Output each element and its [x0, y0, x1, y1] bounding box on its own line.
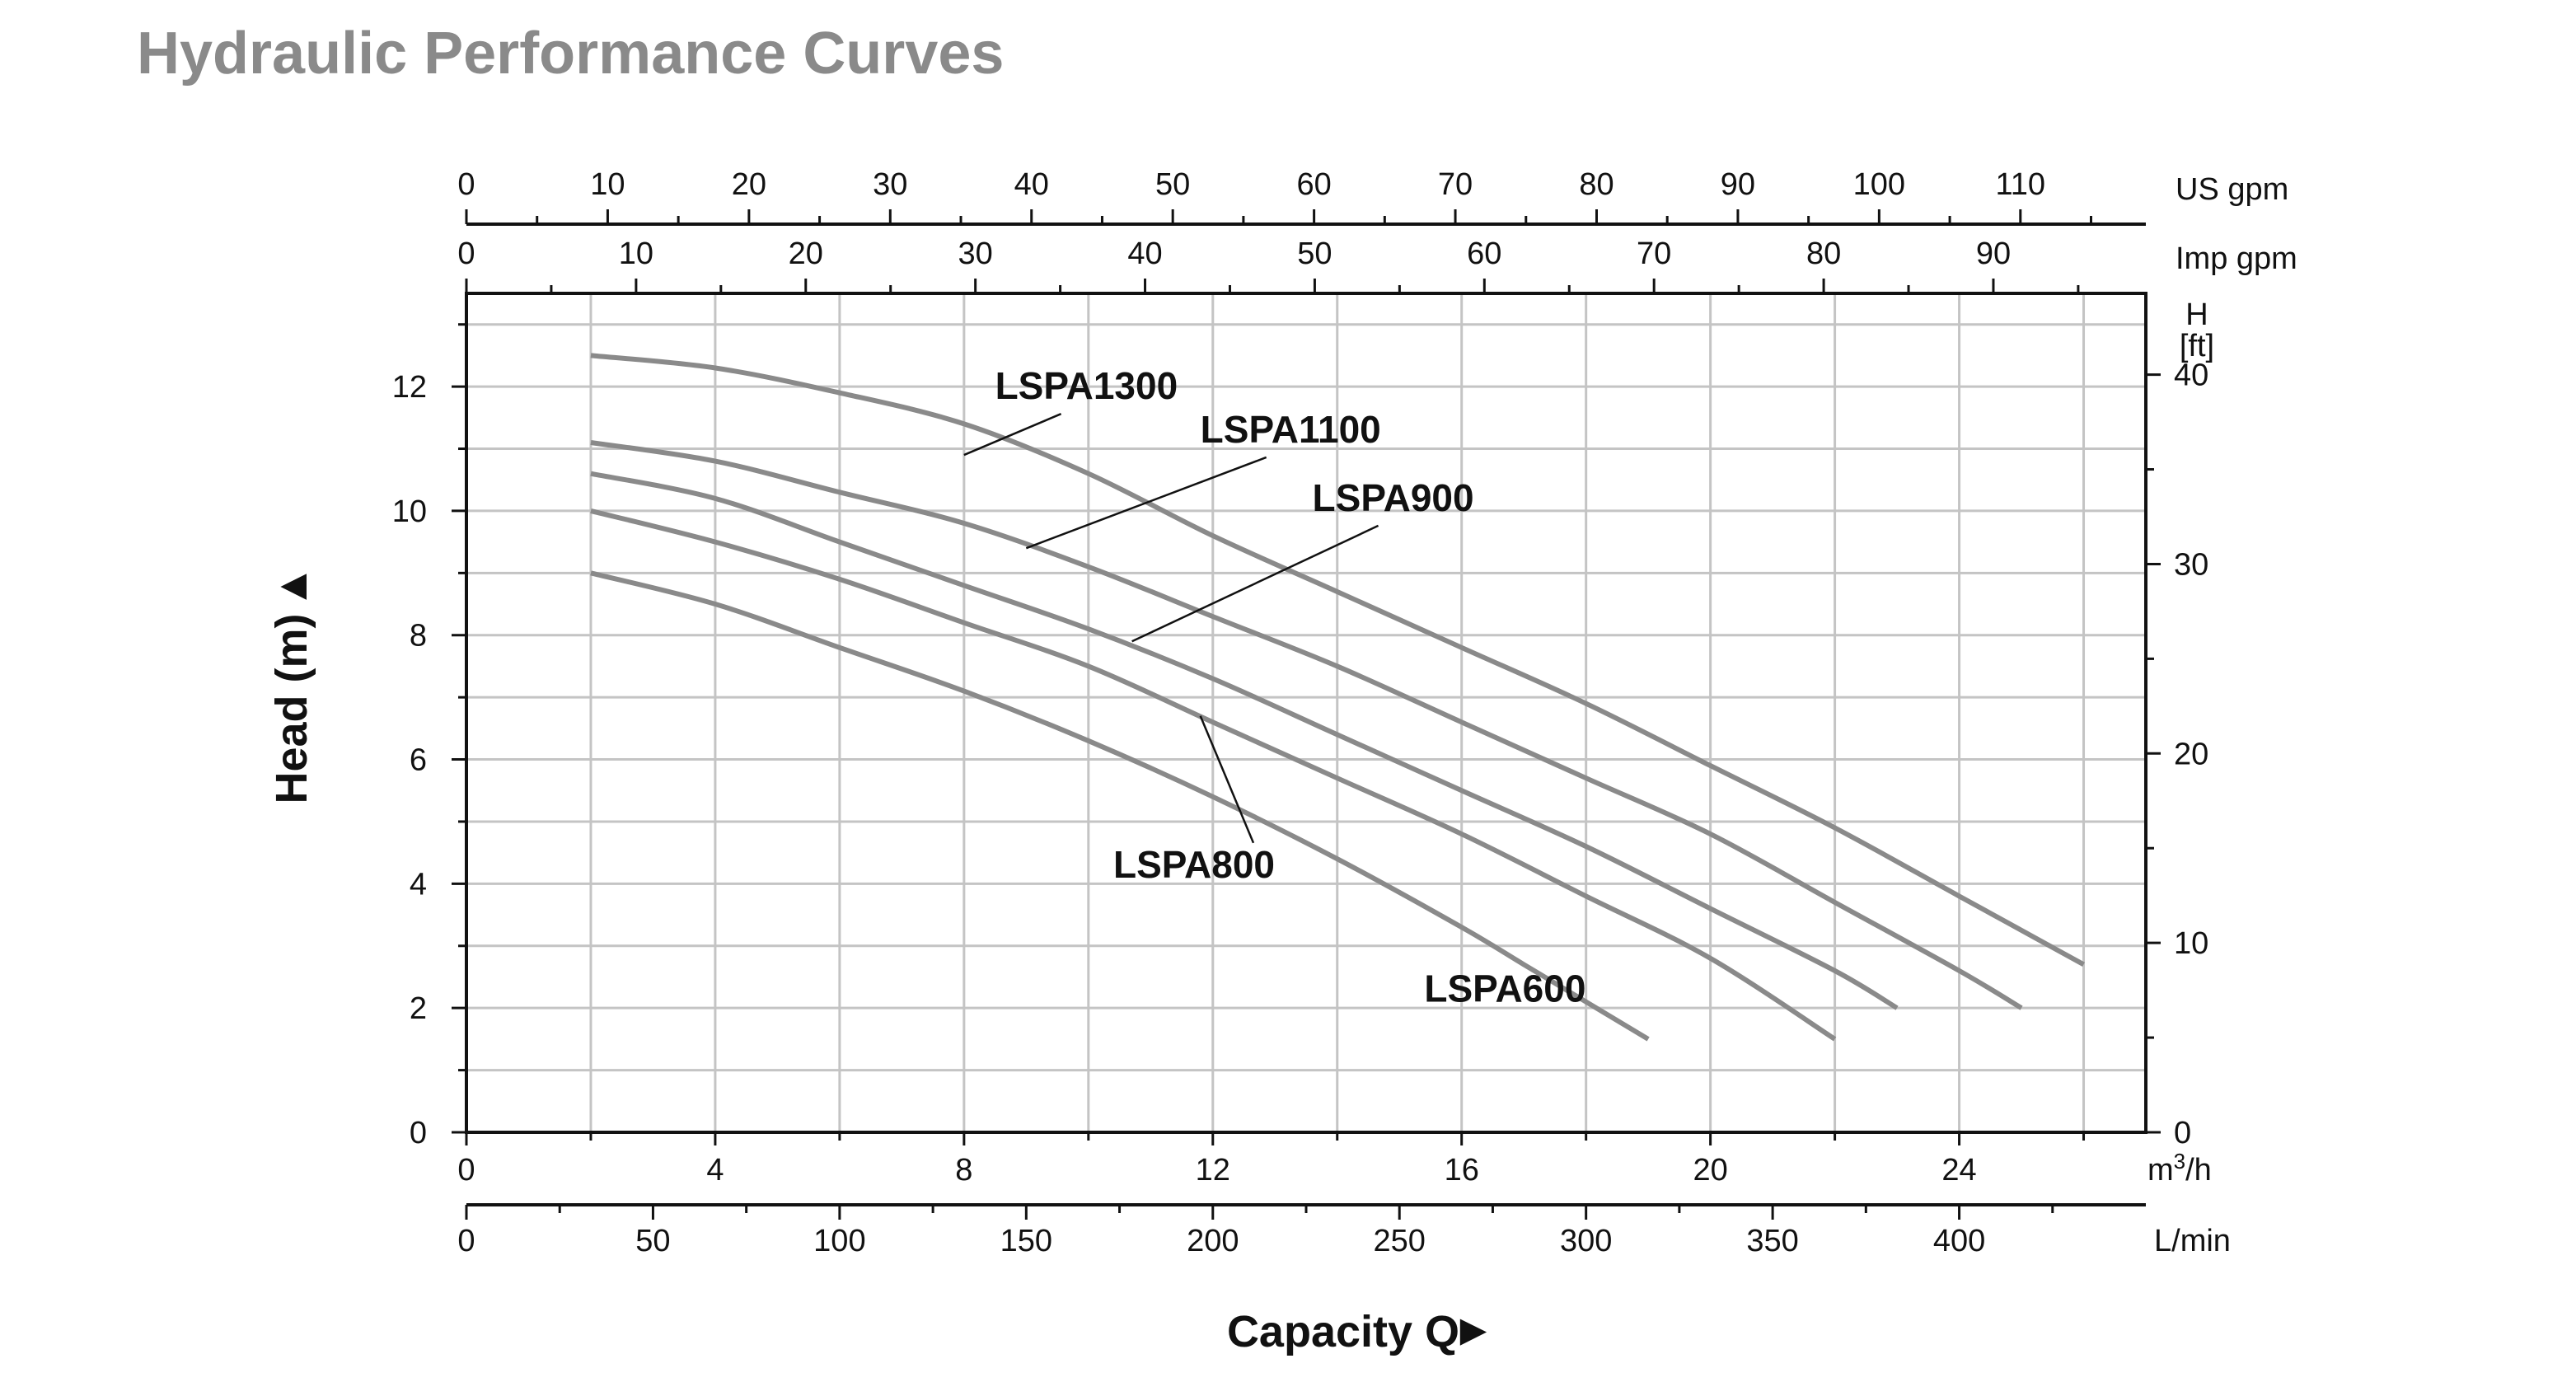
leader-line-lspa900 [1131, 524, 1379, 643]
left-axis-tick-label: 4 [410, 867, 427, 902]
impgpm-axis-tick-label: 30 [958, 237, 993, 271]
usgpm-axis-tick-label: 10 [590, 167, 625, 202]
impgpm-axis-tick-label: 70 [1637, 237, 1671, 271]
usgpm-axis-tick-label: 80 [1579, 167, 1614, 202]
grid-layer [465, 293, 2146, 1132]
usgpm-axis-tick-label: 50 [1155, 167, 1190, 202]
plot-frame [465, 292, 2147, 1134]
bottom-axis-tick-label: 20 [1693, 1153, 1727, 1188]
usgpm-axis-tick-label: 0 [457, 167, 475, 202]
lmin-axis-tick-label: 400 [1933, 1224, 1985, 1258]
lmin-axis-tick-label: 350 [1746, 1224, 1798, 1258]
usgpm-axis-tick-label: 100 [1853, 167, 1905, 202]
left-axis-tick-label: 2 [410, 991, 427, 1026]
left-axis-tick-label: 0 [410, 1116, 427, 1150]
label-layer: LSPA1300 LSPA1100 LSPA900 LSPA800 LSPA600 [963, 364, 1585, 1010]
curve-lspa1100 [590, 440, 2023, 1010]
left-axis-tick-label: 10 [392, 494, 427, 529]
impgpm-axis-tick-label: 40 [1127, 237, 1162, 271]
right-axis-tick-label: 40 [2174, 358, 2208, 393]
usgpm-axis-tick-label: 110 [1995, 167, 2045, 202]
leader-line-lspa1300 [963, 413, 1062, 457]
curve-lspa800 [590, 508, 1837, 1042]
right-axis-tick-label: 30 [2174, 547, 2208, 582]
x-axis-arrow-icon: ► [1451, 1305, 1495, 1355]
usgpm-axis-tick-label: 70 [1438, 167, 1473, 202]
impgpm-axis-tick-label: 10 [619, 237, 653, 271]
curve-label-lspa900: LSPA900 [1313, 476, 1474, 519]
usgpm-axis-tick-label: 40 [1014, 167, 1049, 202]
bottom-axis-unit-m3h: m3/h [2147, 1149, 2212, 1188]
left-axis-tick-label: 6 [410, 743, 427, 778]
lmin-axis-tick-label: 0 [457, 1224, 475, 1258]
usgpm-axis-tick-label: 30 [873, 167, 907, 202]
curve-label-lspa600: LSPA600 [1424, 967, 1585, 1010]
usgpm-axis-unit: US gpm [2176, 172, 2288, 207]
bottom-axis-tick-label: 0 [457, 1153, 475, 1188]
bottom-axis-tick-label: 8 [955, 1153, 972, 1188]
impgpm-axis-tick-label: 20 [789, 237, 823, 271]
lmin-axis-tick-label: 150 [1000, 1224, 1052, 1258]
bottom-axis-tick-label: 24 [1941, 1153, 1976, 1188]
curve-lspa1300 [590, 353, 2085, 967]
leader-line-lspa800 [1199, 715, 1255, 844]
lmin-axis-tick-label: 50 [635, 1224, 670, 1258]
curve-layer [590, 353, 2085, 1042]
lmin-axis-tick-label: 100 [813, 1224, 865, 1258]
right-axis-unit-ft: [ft] [2180, 329, 2214, 363]
lmin-axis-unit: L/min [2154, 1224, 2231, 1258]
impgpm-axis-tick-label: 50 [1297, 237, 1332, 271]
bottom-axis-tick-label: 4 [706, 1153, 724, 1188]
right-axis-tick-label: 0 [2174, 1116, 2191, 1150]
leader-line-lspa1100 [1025, 456, 1267, 550]
bottom-axis-tick-label: 12 [1196, 1153, 1230, 1188]
right-axis-unit-h: H [2185, 297, 2208, 332]
curve-label-lspa800: LSPA800 [1113, 843, 1275, 886]
lmin-axis-tick-label: 200 [1187, 1224, 1239, 1258]
impgpm-axis-tick-label: 80 [1806, 237, 1841, 271]
usgpm-axis-tick-label: 60 [1296, 167, 1331, 202]
curve-label-lspa1100: LSPA1100 [1201, 408, 1381, 451]
page-title: Hydraulic Performance Curves [137, 21, 1005, 87]
x-axis-title: Capacity Q [1227, 1307, 1459, 1356]
impgpm-axis-unit: Imp gpm [2176, 241, 2297, 276]
y-axis-arrow-icon: ▲ [267, 565, 316, 608]
curve-label-lspa1300: LSPA1300 [995, 364, 1178, 407]
y-axis-title: Head (m) [267, 613, 316, 803]
lmin-axis-tick-label: 300 [1560, 1224, 1612, 1258]
left-axis-tick-label: 8 [410, 619, 427, 654]
usgpm-axis-tick-label: 20 [732, 167, 766, 202]
curve-lspa900 [590, 471, 1899, 1010]
curve-lspa600 [590, 570, 1650, 1042]
right-axis-tick-label: 20 [2174, 737, 2208, 771]
usgpm-axis-tick-label: 90 [1721, 167, 1755, 202]
right-axis-tick-label: 10 [2174, 926, 2208, 961]
impgpm-axis-tick-label: 60 [1467, 237, 1501, 271]
left-axis-tick-label: 12 [392, 370, 427, 405]
lmin-axis-tick-label: 250 [1374, 1224, 1426, 1258]
impgpm-axis-tick-label: 0 [457, 237, 475, 271]
impgpm-axis-tick-label: 90 [1976, 237, 2011, 271]
bottom-axis-tick-label: 16 [1445, 1153, 1479, 1188]
